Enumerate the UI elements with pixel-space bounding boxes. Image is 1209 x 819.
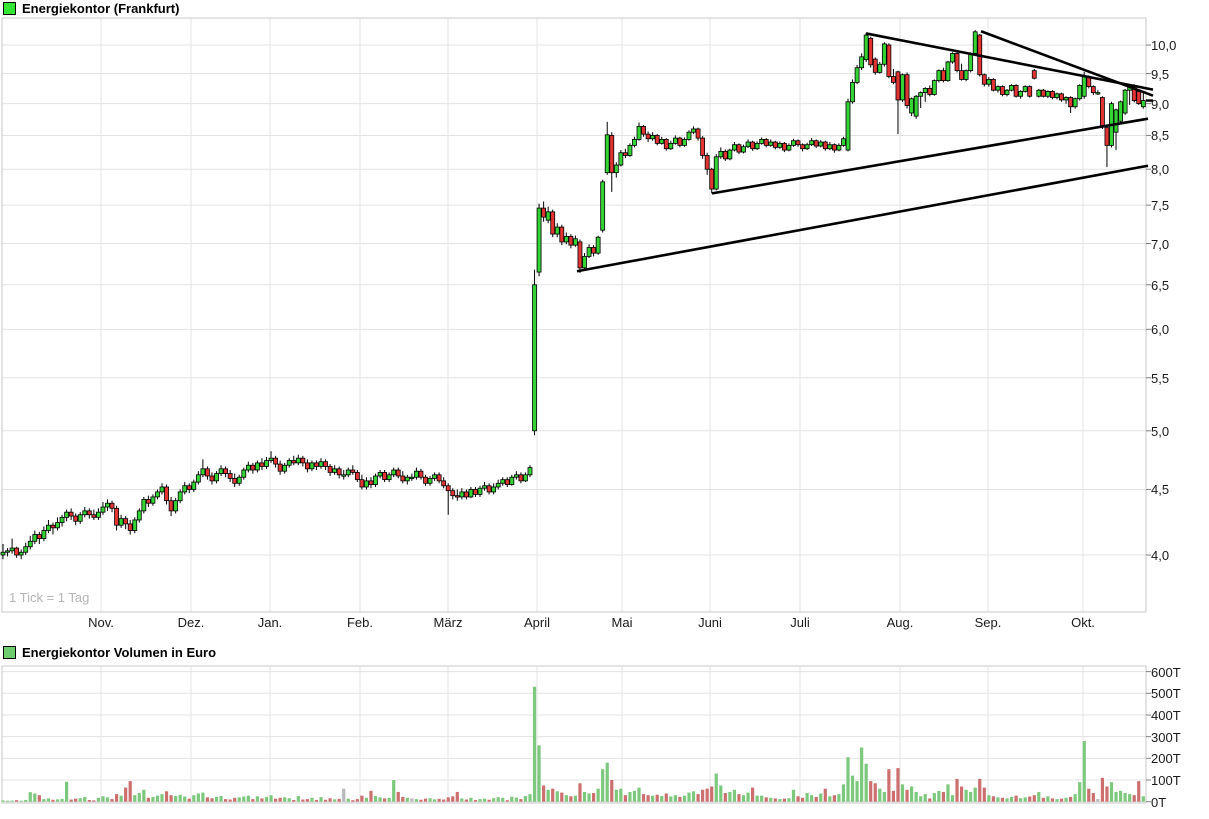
month-label: Okt. bbox=[1071, 615, 1095, 630]
month-label: Jan. bbox=[257, 615, 283, 630]
price-axis-label: 9,0 bbox=[1151, 96, 1170, 112]
price-axis-label: 8,0 bbox=[1151, 162, 1170, 178]
volume-axis-label: 600T bbox=[1151, 664, 1181, 680]
price-axis-label: 4,0 bbox=[1151, 548, 1170, 563]
price-axis-label: 5,0 bbox=[1151, 423, 1170, 439]
volume-plot-frame bbox=[1, 665, 1147, 804]
volume-axis-label: 400T bbox=[1151, 707, 1181, 723]
price-chart-title: Energiekontor (Frankfurt) bbox=[22, 1, 180, 16]
price-axis-label: 6,0 bbox=[1151, 322, 1170, 338]
price-axis-label: 7,0 bbox=[1151, 236, 1170, 252]
tick-footnote: 1 Tick = 1 Tag bbox=[9, 590, 90, 605]
resistance-lower-trendline[interactable] bbox=[980, 30, 1154, 97]
price-legend-swatch-icon bbox=[3, 2, 16, 15]
volume-axis-label: 500T bbox=[1151, 686, 1181, 702]
volume-legend-swatch-icon bbox=[3, 646, 16, 659]
plot-frames bbox=[1, 17, 1147, 804]
month-label: Juni bbox=[698, 615, 722, 630]
price-axis-label: 8,5 bbox=[1151, 128, 1170, 144]
volume-axis-label: 0T bbox=[1151, 794, 1167, 810]
month-label: März bbox=[433, 615, 463, 630]
month-label: April bbox=[523, 615, 551, 630]
month-label: Aug. bbox=[886, 615, 914, 630]
volume-chart-legend: Energiekontor Volumen in Euro bbox=[3, 645, 216, 660]
volume-axis-label: 300T bbox=[1151, 729, 1181, 745]
price-plot-frame bbox=[1, 17, 1147, 613]
volume-axis-label: 200T bbox=[1151, 751, 1181, 767]
price-axis-label: 5,5 bbox=[1151, 370, 1170, 386]
month-label: Nov. bbox=[88, 615, 114, 630]
month-label: Feb. bbox=[346, 615, 374, 630]
trendlines bbox=[576, 30, 1154, 273]
month-label: Juli bbox=[790, 615, 810, 630]
candlesticks bbox=[0, 31, 1146, 556]
volume-axis-label: 100T bbox=[1151, 773, 1181, 789]
month-label: Mai bbox=[611, 615, 633, 630]
support-lower-trendline[interactable] bbox=[576, 164, 1149, 273]
price-chart-legend: Energiekontor (Frankfurt) bbox=[3, 1, 179, 16]
gridlines bbox=[2, 18, 1146, 803]
month-label: Dez. bbox=[177, 615, 205, 630]
candle-wicks bbox=[2, 30, 1144, 560]
month-label: Sep. bbox=[974, 615, 1002, 630]
price-axis-label: 4,5 bbox=[1151, 482, 1170, 498]
price-axis-label: 6,5 bbox=[1151, 277, 1170, 293]
axis-ticks bbox=[1146, 44, 1151, 803]
price-axis-label: 7,5 bbox=[1151, 198, 1170, 214]
price-axis-label: 10,0 bbox=[1151, 38, 1177, 53]
price-axis-label: 9,5 bbox=[1151, 66, 1170, 82]
volume-chart-title: Energiekontor Volumen in Euro bbox=[22, 645, 217, 660]
support-upper-trendline[interactable] bbox=[711, 117, 1149, 195]
resistance-upper-trendline[interactable] bbox=[865, 32, 1154, 91]
volume-bars bbox=[1, 686, 1145, 802]
